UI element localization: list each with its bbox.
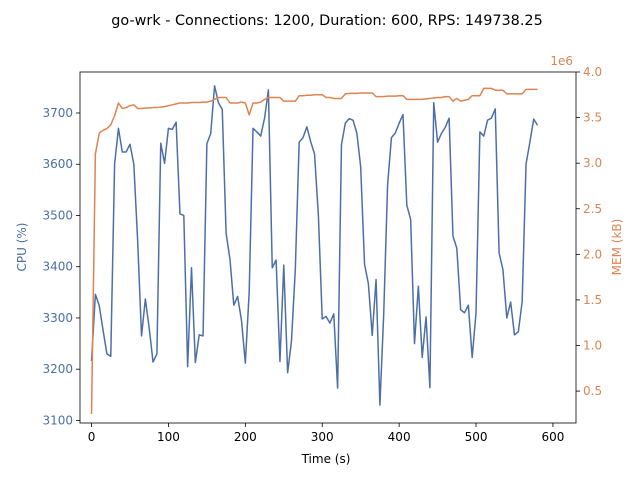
x-axis-title: Time (s) bbox=[301, 452, 351, 466]
y-right-tick-label: 1.0 bbox=[583, 339, 602, 353]
x-tick-label: 600 bbox=[541, 430, 564, 444]
x-tick-label: 300 bbox=[311, 430, 334, 444]
cpu-series-line bbox=[90, 85, 539, 406]
y-right-tick-label: 0.5 bbox=[583, 384, 602, 398]
plot-frame bbox=[79, 71, 577, 424]
x-axis: 0 100 200 300 400 500 600 bbox=[88, 423, 564, 444]
x-tick-label: 200 bbox=[234, 430, 257, 444]
y-right-tick-label: 2.5 bbox=[583, 202, 602, 216]
x-tick-label: 0 bbox=[88, 430, 96, 444]
y-axis-left: 3100 3200 3300 3400 3500 3600 3700 bbox=[42, 106, 80, 427]
y-left-tick-label: 3400 bbox=[42, 260, 73, 274]
y-right-tick-label: 2.0 bbox=[583, 247, 602, 261]
y-right-tick-label: 1.5 bbox=[583, 293, 602, 307]
y-left-tick-label: 3500 bbox=[42, 208, 73, 222]
y-axis-right: 0.5 1.0 1.5 2.0 2.5 3.0 3.5 4.0 bbox=[576, 65, 602, 398]
plot-lines bbox=[90, 85, 539, 414]
x-tick-label: 100 bbox=[157, 430, 180, 444]
x-tick-label: 500 bbox=[465, 430, 488, 444]
mem-series-line bbox=[90, 87, 538, 414]
y-right-axis-title: MEM (kB) bbox=[610, 219, 624, 276]
y-right-tick-label: 4.0 bbox=[583, 65, 602, 79]
chart-title: go-wrk - Connections: 1200, Duration: 60… bbox=[111, 13, 542, 29]
y-left-tick-label: 3200 bbox=[42, 362, 73, 376]
y-left-tick-label: 3100 bbox=[42, 413, 73, 427]
y-left-tick-label: 3600 bbox=[42, 157, 73, 171]
y-right-tick-label: 3.5 bbox=[583, 111, 602, 125]
y-left-tick-label: 3300 bbox=[42, 311, 73, 325]
right-axis-offset-label: 1e6 bbox=[550, 54, 573, 68]
y-left-axis-title: CPU (%) bbox=[15, 223, 29, 272]
y-left-tick-label: 3700 bbox=[42, 106, 73, 120]
y-right-tick-label: 3.0 bbox=[583, 156, 602, 170]
x-tick-label: 400 bbox=[388, 430, 411, 444]
